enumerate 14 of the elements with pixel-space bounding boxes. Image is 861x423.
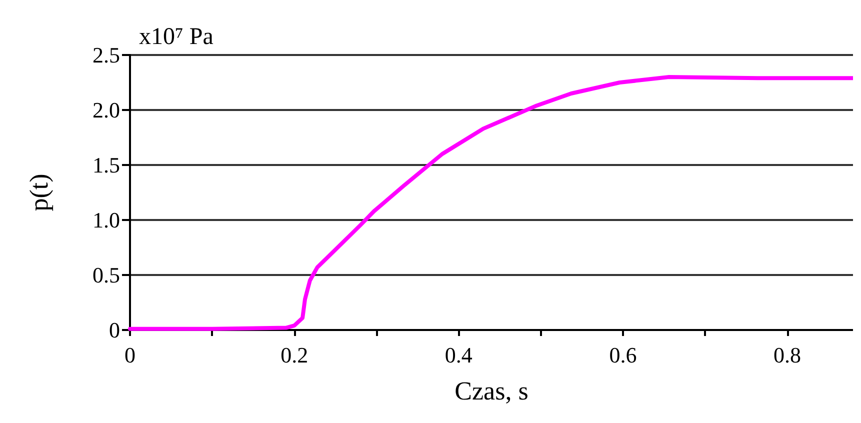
x-tick-label: 0.4: [444, 342, 472, 368]
y-tick-label: 2.5: [92, 42, 120, 68]
x-tick-label: 0.2: [280, 342, 308, 368]
y-tick-label: 0.5: [92, 262, 120, 288]
x-axis-title: Czas, s: [454, 376, 528, 406]
y-tick-label: 2.0: [92, 98, 120, 122]
x-tick-label: 0.8: [774, 342, 802, 368]
y-axis-title: p(t): [24, 174, 54, 212]
x-tick-label: 0.6: [609, 342, 637, 368]
y-tick-label: 1.5: [92, 152, 120, 178]
y-tick-label: 0: [109, 318, 120, 342]
x-tick-label: 0: [124, 342, 136, 368]
y-tick-label: 1.0: [92, 208, 120, 232]
text: x10⁷ Pa: [139, 24, 214, 50]
